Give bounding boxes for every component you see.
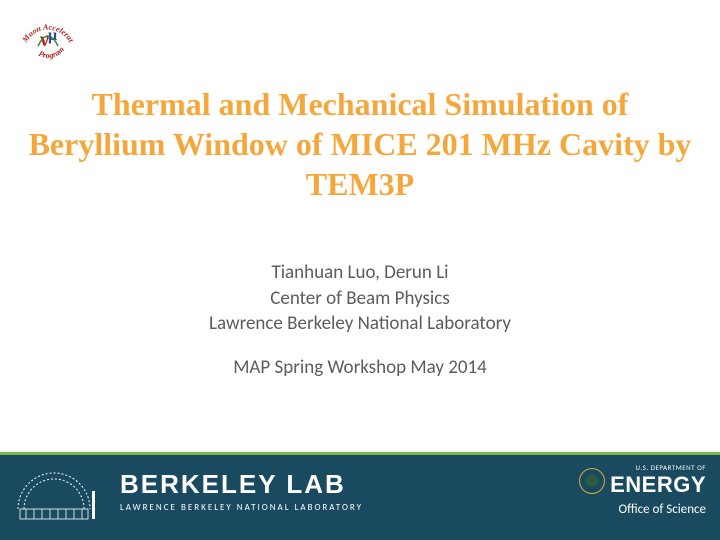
author-dept: Center of Beam Physics [20,286,700,312]
title-block: Thermal and Mechanical Simulation of Ber… [20,84,700,204]
event-line: MAP Spring Workshop May 2014 [20,355,700,381]
berkeley-lab-text: BERKELEY LAB LAWRENCE BERKELEY NATIONAL … [120,469,363,513]
doe-energy-word: ENERGY [610,472,706,498]
author-names: Tianhuan Luo, Derun Li [20,260,700,286]
doe-seal-icon [579,468,605,494]
lbnl-building-icon [14,469,104,529]
slide-title: Thermal and Mechanical Simulation of Ber… [20,84,700,204]
author-org: Lawrence Berkeley National Laboratory [20,311,700,337]
slide: Muon Accelerator Program ν μ Thermal and… [0,0,720,540]
doe-office-line: Office of Science [579,502,706,517]
map-program-logo: Muon Accelerator Program ν μ [18,10,78,70]
doe-dept-line: U.S. DEPARTMENT OF [610,463,706,472]
lab-name-small: LAWRENCE BERKELEY NATIONAL LABORATORY [120,502,363,513]
footer-bar: BERKELEY LAB LAWRENCE BERKELEY NATIONAL … [0,452,720,540]
spacer [20,337,700,355]
doe-row: U.S. DEPARTMENT OF ENERGY [579,463,706,498]
map-logo-svg: Muon Accelerator Program ν μ [18,10,78,70]
doe-text-stack: U.S. DEPARTMENT OF ENERGY [610,463,706,498]
lab-name-big: BERKELEY LAB [120,469,363,500]
doe-block: U.S. DEPARTMENT OF ENERGY Office of Scie… [579,463,706,517]
authors-block: Tianhuan Luo, Derun Li Center of Beam Ph… [20,260,700,381]
